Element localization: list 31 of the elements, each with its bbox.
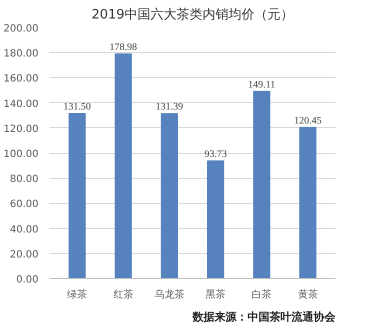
y-tick-label: 40.00: [10, 224, 39, 236]
bar: [160, 113, 178, 278]
y-tick-label: 100.00: [4, 149, 39, 160]
y-tick-label: 180.00: [4, 48, 39, 60]
y-tick-label: 20.00: [10, 249, 39, 260]
y-tick-label: 60.00: [10, 199, 39, 210]
bar: [253, 90, 270, 278]
data-label: 178.98: [110, 42, 138, 53]
y-tick-label: 160.00: [4, 74, 39, 85]
bar: [68, 112, 86, 278]
data-label: 120.45: [294, 115, 322, 126]
y-tick-label: 120.00: [4, 124, 39, 135]
data-label: 131.39: [156, 102, 184, 113]
x-tick-label: 白茶: [252, 288, 272, 300]
x-tick-label: 乌龙茶: [154, 288, 184, 300]
data-label: 131.50: [63, 101, 91, 112]
source-note: 数据来源：中国茶叶流通协会: [192, 310, 336, 324]
y-tick-label: 200.00: [4, 24, 39, 34]
x-tick-label: 黑茶: [206, 288, 226, 300]
data-label: 149.11: [248, 79, 276, 90]
bar: [206, 160, 224, 278]
x-tick-label: 黄茶: [298, 288, 318, 300]
y-tick-label: 140.00: [4, 98, 39, 110]
y-tick-label: 0.00: [16, 274, 38, 286]
chart-title: 2019中国六大茶类内销均价（元）: [91, 8, 294, 22]
bar: [299, 126, 316, 278]
y-tick-label: 80.00: [10, 174, 39, 186]
x-tick-label: 绿茶: [67, 288, 88, 300]
data-label: 93.73: [204, 148, 227, 160]
x-tick-label: 红茶: [113, 288, 134, 300]
bar: [114, 53, 132, 278]
